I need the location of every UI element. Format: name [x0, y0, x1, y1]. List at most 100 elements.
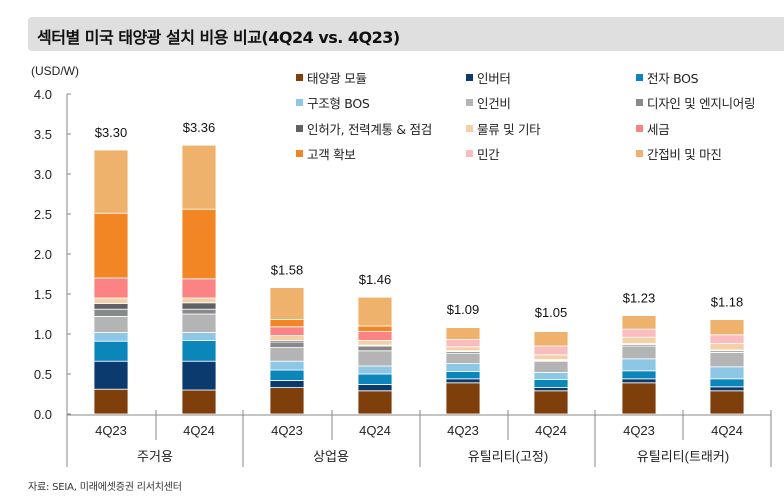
- bar-segment: [181, 144, 217, 210]
- x-tick-label: 4Q24: [711, 423, 743, 438]
- bar-segment: [357, 296, 393, 327]
- bar-segment: [269, 347, 305, 362]
- legend-label: 디자인 및 엔지니어링: [647, 95, 756, 111]
- bar-segment: [533, 360, 569, 373]
- bar-stack: $1.58: [269, 263, 305, 415]
- bar-segment: [269, 369, 305, 381]
- total-value-label: $1.09: [447, 302, 480, 317]
- total-value-label: $1.23: [623, 291, 656, 306]
- bar-segment: [93, 277, 129, 299]
- bar-stack: $1.18: [709, 295, 745, 415]
- x-tick-label: 4Q23: [623, 423, 655, 438]
- legend-label: 인건비: [477, 95, 511, 111]
- legend-label: 인허가, 전력계통 & 점검: [307, 121, 432, 137]
- y-tick-label: 3.0: [34, 167, 52, 182]
- legend-item: 태양광 모듈: [296, 69, 367, 86]
- bar-segment: [93, 340, 129, 362]
- total-value-label: $1.58: [271, 263, 304, 278]
- bar-segment: [269, 319, 305, 328]
- bar-segment: [533, 390, 569, 415]
- legend-item: 디자인 및 엔지니어링: [636, 94, 756, 111]
- legend-swatch: [296, 73, 303, 81]
- total-value-label: $1.05: [535, 305, 568, 320]
- bar-segment: [709, 334, 745, 344]
- x-tick-label: 4Q23: [95, 423, 127, 438]
- total-value-label: $3.30: [95, 125, 128, 140]
- y-tick-label: 3.5: [34, 127, 52, 142]
- x-group-label: 유틸리티(트래커): [637, 449, 729, 464]
- bar-segment: [93, 149, 129, 214]
- legend-label: 고객 확보: [307, 146, 356, 162]
- bar-segment: [709, 366, 745, 380]
- legend-label: 인버터: [477, 70, 511, 86]
- bar-segment: [269, 387, 305, 415]
- bar-segment: [533, 371, 569, 380]
- bar-segment: [269, 341, 305, 348]
- legend-swatch: [466, 149, 473, 157]
- bar-stack: $1.46: [357, 272, 393, 415]
- legend-item: 인허가, 전력계통 & 점검: [296, 120, 432, 137]
- legend-swatch: [466, 98, 473, 106]
- y-axis-unit-label: (USD/W): [31, 64, 79, 78]
- bar-segment: [93, 331, 129, 342]
- bar-segment: [93, 388, 129, 415]
- bar-segment: [709, 378, 745, 388]
- y-tick-label: 0.5: [34, 367, 52, 382]
- bar-segment: [181, 208, 217, 280]
- bar-segment: [445, 371, 481, 380]
- bar-segment: [445, 382, 481, 415]
- legend-swatch: [636, 149, 643, 157]
- bar-segment: [709, 343, 745, 351]
- bars: $3.30 $3.36 $1.58 $1.46 $1.09 $1.05 $1.23 $1.18: [93, 120, 745, 415]
- x-group-label: 유틸리티(고정): [468, 449, 548, 464]
- legend-item: 간접비 및 마진: [636, 145, 722, 162]
- legend-label: 태양광 모듈: [307, 70, 367, 86]
- legend-swatch: [296, 98, 303, 106]
- title-bar: 섹터별 미국 태양광 설치 비용 비교(4Q24 vs. 4Q23): [28, 17, 784, 51]
- bar-segment: [445, 327, 481, 341]
- bar-segment: [93, 315, 129, 333]
- x-tick-label: 4Q24: [359, 423, 391, 438]
- bar-segment: [181, 308, 217, 315]
- bar-segment: [181, 297, 217, 304]
- bar-segment: [93, 360, 129, 390]
- bar-segment: [533, 331, 569, 347]
- bar-segment: [93, 212, 129, 279]
- bar-segment: [709, 351, 745, 368]
- bar-segment: [269, 287, 305, 321]
- bar-segment: [621, 370, 657, 380]
- bar-segment: [357, 331, 393, 341]
- legend-item: 인건비: [466, 94, 511, 111]
- legend-item: 고객 확보: [296, 145, 356, 162]
- bar-segment: [357, 383, 393, 392]
- legend-label: 물류 및 기타: [477, 121, 541, 137]
- legend-swatch: [636, 73, 643, 81]
- bar-segment: [93, 297, 129, 304]
- x-tick-label: 4Q23: [271, 423, 303, 438]
- bar-segment: [357, 365, 393, 375]
- bar-segment: [445, 346, 481, 352]
- legend-swatch: [636, 124, 643, 132]
- y-tick-label: 0.0: [34, 407, 52, 422]
- bar-segment: [181, 302, 217, 310]
- bar-segment: [269, 379, 305, 388]
- legend-item: 민간: [466, 145, 500, 162]
- x-tick-label: 4Q24: [183, 423, 215, 438]
- bar-segment: [269, 326, 305, 336]
- bar-segment: [533, 387, 569, 392]
- bar-stack: $3.36: [181, 120, 217, 415]
- legend-swatch: [466, 73, 473, 81]
- legend-item: 전자 BOS: [636, 69, 699, 86]
- total-value-label: $1.18: [711, 295, 744, 310]
- bar-segment: [621, 315, 657, 330]
- x-tick-label: 4Q24: [535, 423, 567, 438]
- bar-segment: [181, 339, 217, 362]
- total-value-label: $1.46: [359, 272, 392, 287]
- bar-segment: [181, 331, 217, 341]
- bar-segment: [357, 350, 393, 367]
- legend-swatch: [296, 124, 303, 132]
- bar-segment: [709, 390, 745, 415]
- y-tick-label: 1.0: [34, 327, 52, 342]
- bar-segment: [621, 378, 657, 384]
